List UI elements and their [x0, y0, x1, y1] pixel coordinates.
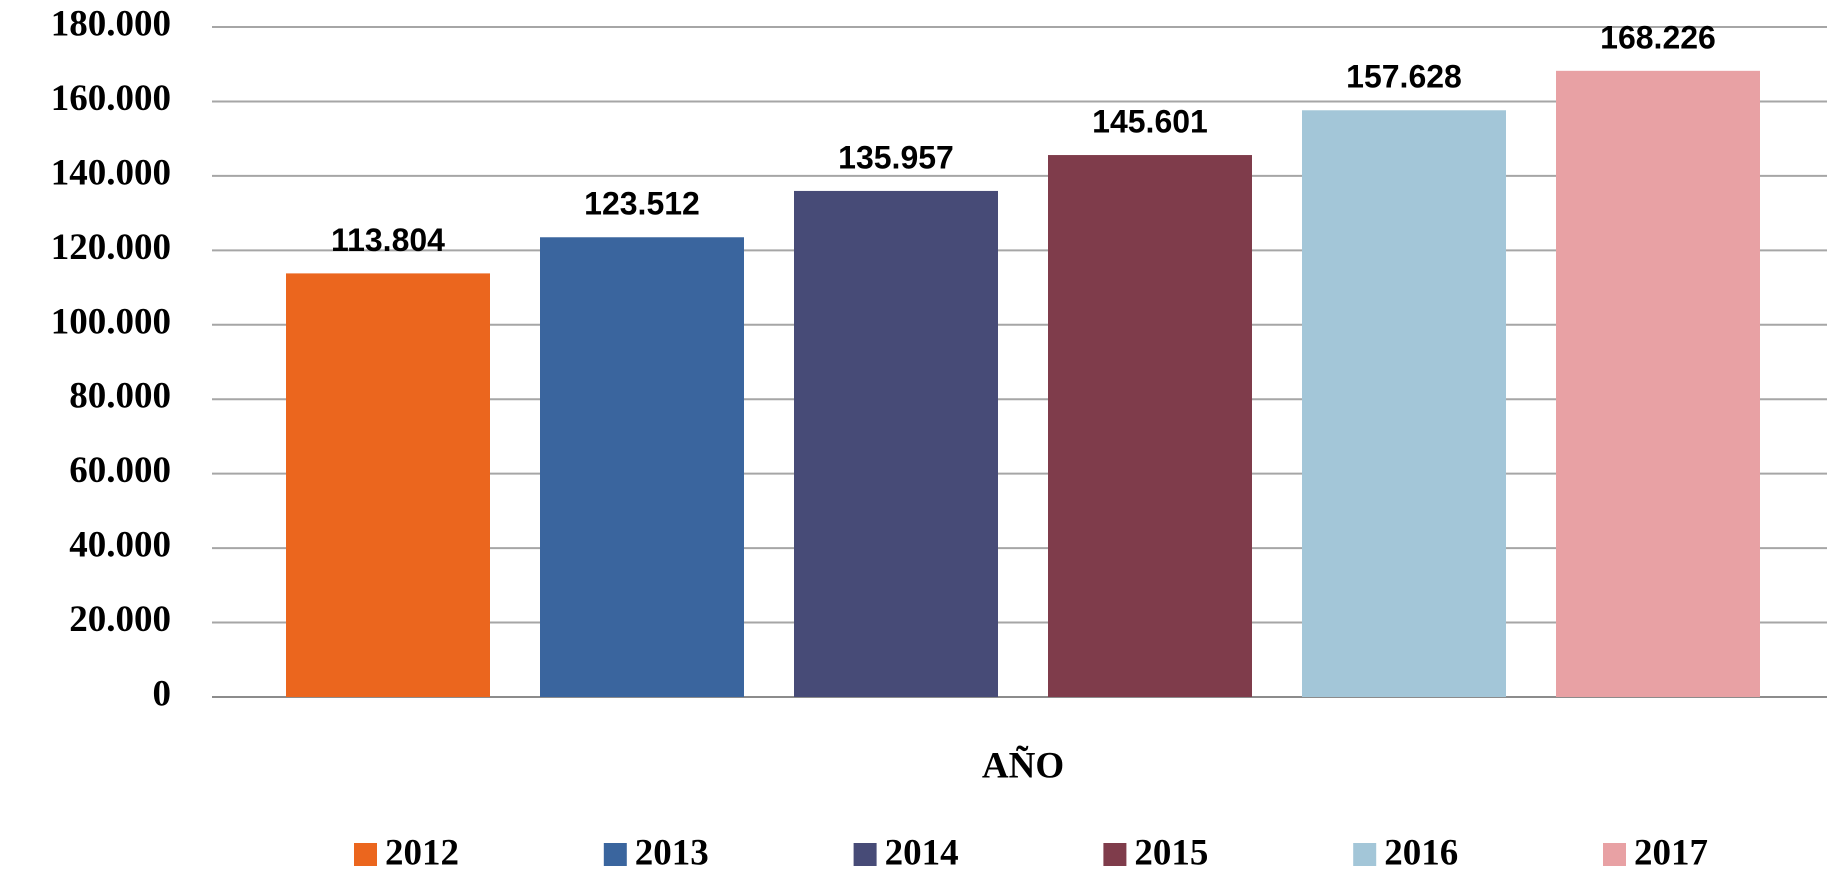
legend-label: 2012	[385, 832, 459, 872]
legend-label: 2013	[635, 832, 709, 872]
y-tick-label: 140.000	[51, 152, 171, 193]
y-tick-label: 120.000	[51, 227, 171, 268]
legend-swatch	[1353, 843, 1377, 866]
bar	[794, 190, 998, 697]
data-label: 157.628	[1346, 59, 1462, 95]
legend-label: 2017	[1634, 832, 1708, 872]
legend-swatch	[1103, 843, 1127, 866]
legend-swatch	[853, 843, 877, 866]
bar	[1302, 110, 1506, 697]
y-tick-label: 60.000	[69, 450, 171, 491]
data-label: 168.226	[1600, 19, 1716, 55]
y-tick-label: 0	[153, 673, 172, 714]
data-label: 113.804	[331, 222, 445, 258]
bar	[1556, 70, 1760, 698]
legend-label: 2016	[1384, 832, 1458, 872]
bar	[1048, 155, 1252, 698]
legend-swatch	[603, 843, 627, 866]
y-tick-label: 160.000	[51, 78, 171, 119]
bar	[540, 237, 744, 697]
data-label: 123.512	[584, 186, 700, 222]
legend-label: 2015	[1134, 832, 1208, 872]
y-tick-label: 40.000	[69, 525, 171, 566]
y-tick-label: 80.000	[69, 376, 171, 417]
y-tick-label: 20.000	[69, 599, 171, 640]
data-label: 145.601	[1092, 103, 1208, 139]
legend-label: 2014	[885, 832, 959, 872]
legend-swatch	[1603, 843, 1626, 866]
bar	[286, 273, 490, 697]
y-tick-label: 100.000	[51, 301, 171, 342]
x-axis-title: AÑO	[982, 744, 1064, 786]
data-label: 135.957	[838, 139, 954, 175]
y-tick-label: 180.000	[51, 3, 171, 44]
legend-swatch	[354, 843, 377, 866]
